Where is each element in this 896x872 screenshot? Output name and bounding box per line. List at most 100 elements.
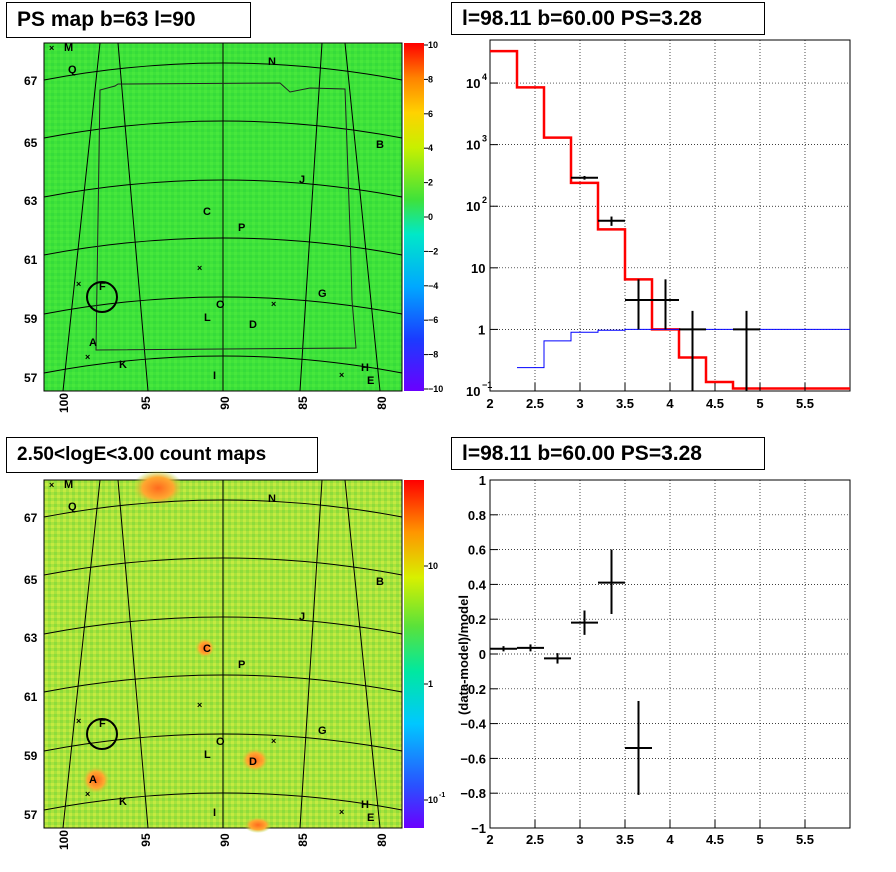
source-cross-marker: × (339, 807, 344, 817)
source-label-g: G (318, 288, 327, 300)
map-x-tick-label: 80 (375, 833, 389, 847)
residual-y-tick-label: 0.8 (468, 508, 486, 523)
source-label-e: E (367, 375, 374, 387)
source-label-k: K (119, 796, 127, 808)
map-longitude-line (117, 42, 149, 392)
ps-map-source-circle (86, 281, 118, 313)
spectrum-y-tick-label: 10 (471, 261, 485, 276)
spectrum-y-tick-exponent: 4 (482, 72, 487, 82)
source-label-k: K (119, 359, 127, 371)
map-x-tick-label: 100 (57, 830, 71, 850)
source-label-j: J (299, 611, 305, 623)
source-label-n: N (268, 56, 276, 68)
residual-x-tick-label: 2.5 (526, 832, 544, 847)
residual-y-tick-label: −0.4 (460, 717, 486, 732)
spectrum-y-tick-exponent: −1 (482, 380, 492, 390)
map-x-tick-label: 95 (139, 396, 153, 410)
colorbar-tick-label: 10 (428, 561, 438, 571)
spectrum-y-tick-label: 10 (466, 384, 480, 399)
count-map-y-ticks: 67 65 63 61 59 57 (24, 511, 38, 822)
source-label-h: H (361, 799, 369, 811)
source-label-f: F (99, 281, 106, 293)
map-longitude-line (117, 479, 149, 829)
residual-x-tick-label: 3 (576, 832, 583, 847)
spectrum-y-tick-exponent: 2 (482, 195, 487, 205)
source-label-q: Q (68, 501, 77, 513)
map-x-tick-label: 100 (57, 393, 71, 413)
source-cross-marker: × (85, 789, 90, 799)
count-hotspot (241, 748, 269, 772)
residual-y-tick-label: 0.4 (468, 577, 487, 592)
spectrum-x-tick-label: 3 (576, 396, 583, 411)
spectrum-y-tick-label: 10 (466, 199, 480, 214)
source-cross-marker: × (271, 299, 276, 309)
residual-x-tick-label: 3.5 (616, 832, 634, 847)
residual-panel: 2 2.5 3 3.5 4 4.5 5 5.5 1 0.8 0.6 0.4 0.2 0 −0.2 −0.4 −… (456, 473, 851, 847)
source-cross-marker: × (197, 700, 202, 710)
spectrum-frame (489, 39, 851, 392)
map-longitude-line (62, 42, 101, 392)
map-y-tick-label: 67 (24, 74, 38, 88)
count-hotspot (82, 766, 110, 794)
source-label-b: B (376, 139, 384, 151)
spectrum-y-tick-label: 10 (466, 138, 480, 153)
colorbar-tick-label: 10 (428, 40, 438, 50)
source-cross-marker: × (49, 43, 54, 53)
residual-x-tick-label: 5 (756, 832, 763, 847)
source-label-c: C (203, 643, 211, 655)
map-x-tick-label: 80 (375, 396, 389, 410)
ps-colorbar (404, 43, 424, 391)
map-y-tick-label: 65 (24, 136, 38, 150)
source-label-l: L (204, 749, 211, 761)
residual-y-tick-label: −0.6 (460, 751, 486, 766)
ps-map-source-labels: MQ N B J C P G O F L D A K I HE × × × × × × (49, 42, 384, 387)
colorbar-tick-label: 6 (428, 109, 433, 119)
background-step-line (517, 328, 850, 369)
residual-series (490, 549, 652, 795)
map-longitude-line (344, 479, 381, 829)
count-map-source-labels: MQ N B J C P G O F L D A K I HE × × × × × × (49, 479, 384, 824)
map-y-tick-label: 57 (24, 371, 38, 385)
map-x-tick-label: 95 (139, 833, 153, 847)
colorbar-tick-label: −2 (428, 246, 438, 256)
count-map-grid (43, 479, 403, 829)
source-label-q: Q (68, 64, 77, 76)
spectrum-x-tick-label: 5 (756, 396, 763, 411)
source-label-d: D (249, 319, 257, 331)
ps-map-x-ticks: 100 95 90 85 80 (57, 393, 389, 413)
source-label-p: P (238, 659, 245, 671)
source-cross-marker: × (76, 716, 81, 726)
residual-x-ticks: 2 2.5 3 3.5 4 4.5 5 5.5 (486, 820, 814, 847)
residual-y-tick-label: −0.8 (460, 786, 486, 801)
map-y-tick-label: 57 (24, 808, 38, 822)
residual-y-tick-label: 0.6 (468, 543, 486, 558)
map-x-tick-label: 85 (296, 396, 310, 410)
map-y-tick-label: 63 (24, 631, 38, 645)
source-cross-marker: × (76, 279, 81, 289)
source-label-b: B (376, 576, 384, 588)
residual-y-tick-label: 0 (479, 647, 486, 662)
ps-map-grid (43, 42, 403, 392)
source-label-i: I (213, 807, 216, 819)
residual-x-tick-label: 4.5 (706, 832, 724, 847)
source-label-h: H (361, 362, 369, 374)
source-label-c: C (203, 206, 211, 218)
map-longitude-line (344, 42, 381, 392)
map-x-tick-label: 90 (218, 833, 232, 847)
source-cross-marker: × (339, 370, 344, 380)
colorbar-tick-label: 10 (428, 795, 438, 805)
ps-colorbar-ticks: 10 8 6 4 2 0 −2 −4 −6 −8 −10 (424, 40, 443, 394)
source-label-l: L (204, 312, 211, 324)
colorbar-tick-label: −6 (428, 315, 438, 325)
colorbar-tick-label: 1 (428, 679, 433, 689)
map-longitude-line (299, 479, 323, 829)
map-y-tick-label: 61 (24, 253, 38, 267)
colorbar-tick-label: −4 (428, 281, 438, 291)
colorbar-tick-label: 2 (428, 178, 433, 188)
count-hotspot (244, 817, 272, 833)
residual-grid (490, 480, 850, 828)
residual-ylabel: (data-model)/model (456, 595, 471, 715)
ps-map-y-ticks: 67 65 63 61 59 57 (24, 74, 38, 385)
